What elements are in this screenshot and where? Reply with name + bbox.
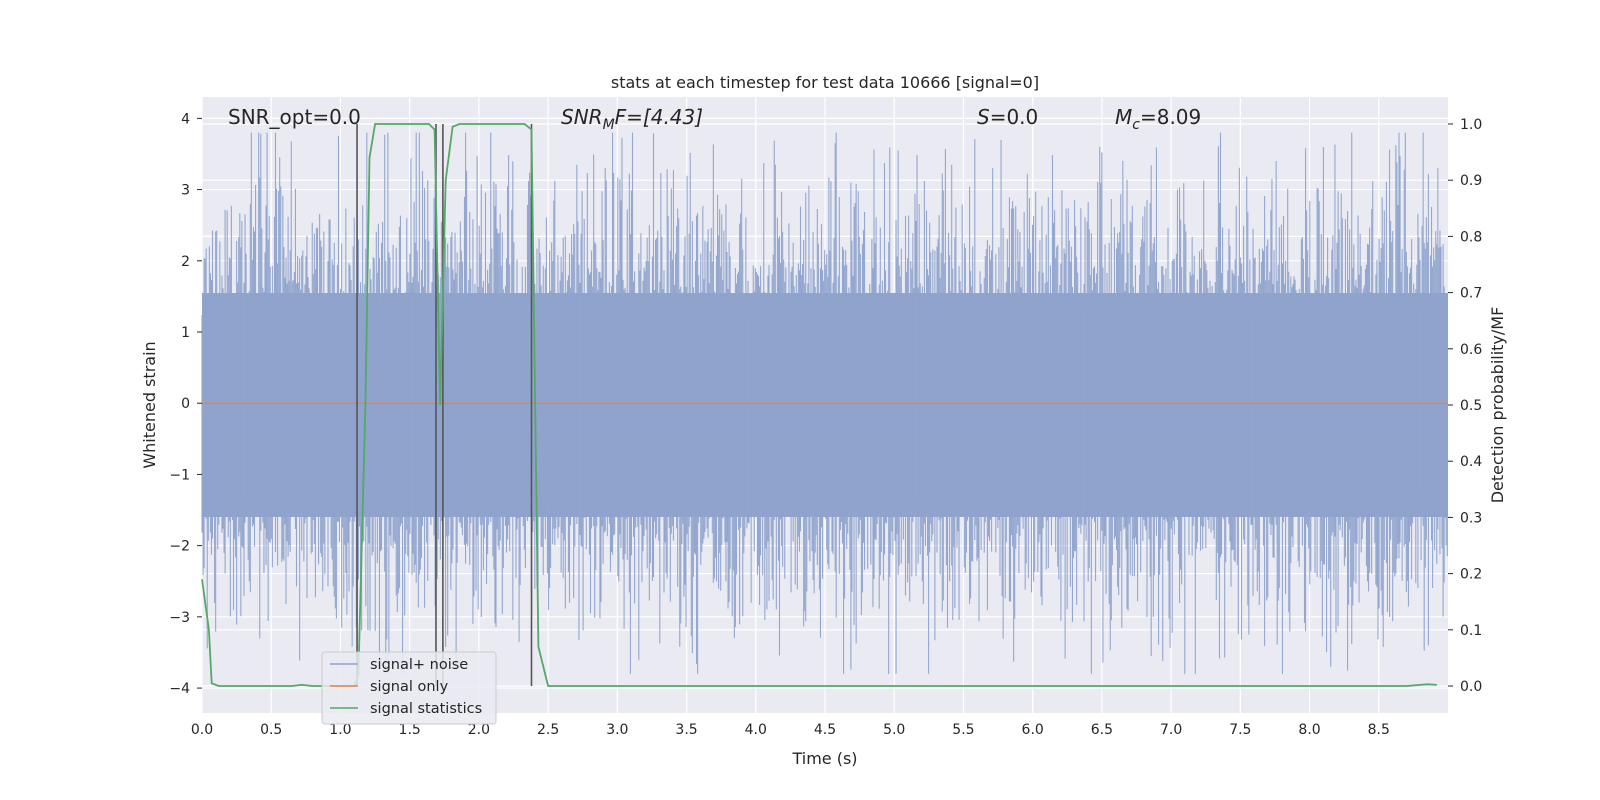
s-rest: =0.0 — [990, 105, 1039, 129]
x-tick-label: 2.0 — [468, 722, 490, 738]
legend-label-noise: signal+ noise — [370, 657, 468, 673]
chart-title: stats at each timestep for test data 106… — [611, 73, 1039, 92]
y2-tick-label: 0.6 — [1460, 342, 1482, 358]
x-tick-label: 1.5 — [399, 722, 421, 738]
x-tick-label: 4.5 — [814, 722, 836, 738]
x-tick-label: 0.0 — [191, 722, 213, 738]
s-main: S — [977, 105, 990, 129]
legend: signal+ noise signal only signal statist… — [321, 651, 497, 725]
x-tick-label: 1.0 — [329, 722, 351, 738]
y2-tick-label: 0.4 — [1460, 454, 1482, 470]
signal-statistics-line — [201, 123, 1437, 687]
y2-tick-label: 0.2 — [1460, 567, 1482, 583]
x-tick-label: 0.5 — [260, 722, 282, 738]
y-tick-label: −2 — [169, 539, 190, 555]
snr-mf-sub: M — [603, 117, 615, 133]
y-tick-label: −3 — [169, 610, 190, 626]
legend-label-signal: signal only — [370, 679, 449, 695]
snr-mf-rest: F=[4.43] — [615, 105, 703, 129]
y-axis-label: Whitened strain — [140, 341, 159, 468]
x-tick-label: 8.5 — [1368, 722, 1390, 738]
y-tick-label: 0 — [181, 396, 190, 412]
y2-tick-label: 0.5 — [1460, 398, 1482, 414]
y2-tick-label: 0.0 — [1460, 679, 1482, 695]
y-tick-label: 1 — [181, 325, 190, 341]
x-tick-label: 6.0 — [1022, 722, 1044, 738]
snr-mf-main: SNR — [561, 105, 603, 129]
x-tick-label: 7.5 — [1229, 722, 1251, 738]
y-tick-label: −4 — [169, 681, 190, 697]
y2-tick-label: 0.1 — [1460, 623, 1482, 639]
y-tick-label: 4 — [181, 111, 190, 127]
annotation-snr-mf: SNRMF=[4.43] — [561, 105, 703, 133]
x-tick-label: 6.5 — [1091, 722, 1113, 738]
y2-tick-label: 0.8 — [1460, 229, 1482, 245]
x-tick-label: 5.5 — [952, 722, 974, 738]
y2-tick-label: 1.0 — [1460, 117, 1482, 133]
mc-rest: =8.09 — [1140, 105, 1201, 129]
x-tick-label: 7.0 — [1160, 722, 1182, 738]
x-ticks: 0.0 0.5 1.0 1.5 2.0 2.5 3.0 3.5 4.0 4.5 5.0 5.5 6.0 6… — [191, 722, 1390, 738]
annotation-snr-opt: SNR_opt=0.0 — [228, 105, 361, 129]
noise-series — [201, 132, 1448, 674]
legend-box — [321, 651, 497, 725]
y-tick-label: 3 — [181, 183, 190, 199]
y2-tick-label: 0.9 — [1460, 173, 1482, 189]
x-tick-label: 3.5 — [675, 722, 697, 738]
y-ticks: 4 3 2 1 0 −1 −2 −3 −4 — [169, 111, 202, 697]
y2-ticks: 1.0 0.9 0.8 0.7 0.6 0.5 0.4 0.3 0.2 0.1 0.0 — [1448, 117, 1482, 695]
x-tick-label: 5.0 — [883, 722, 905, 738]
legend-label-statistics: signal statistics — [370, 701, 482, 717]
mc-main: M — [1115, 105, 1132, 129]
y-tick-label: 2 — [181, 254, 190, 270]
y2-axis-label: Detection probability/MF — [1488, 307, 1507, 504]
annotation-s: S=0.0 — [977, 105, 1038, 129]
y-tick-label: −1 — [169, 467, 190, 483]
x-axis-label: Time (s) — [791, 749, 857, 768]
x-tick-label: 3.0 — [606, 722, 628, 738]
y2-tick-label: 0.3 — [1460, 510, 1482, 526]
mc-sub: c — [1132, 117, 1140, 133]
y2-tick-label: 0.7 — [1460, 286, 1482, 302]
annotation-mc: Mc=8.09 — [1115, 105, 1201, 133]
x-tick-label: 8.0 — [1298, 722, 1320, 738]
x-tick-label: 4.0 — [745, 722, 767, 738]
x-tick-label: 2.5 — [537, 722, 559, 738]
